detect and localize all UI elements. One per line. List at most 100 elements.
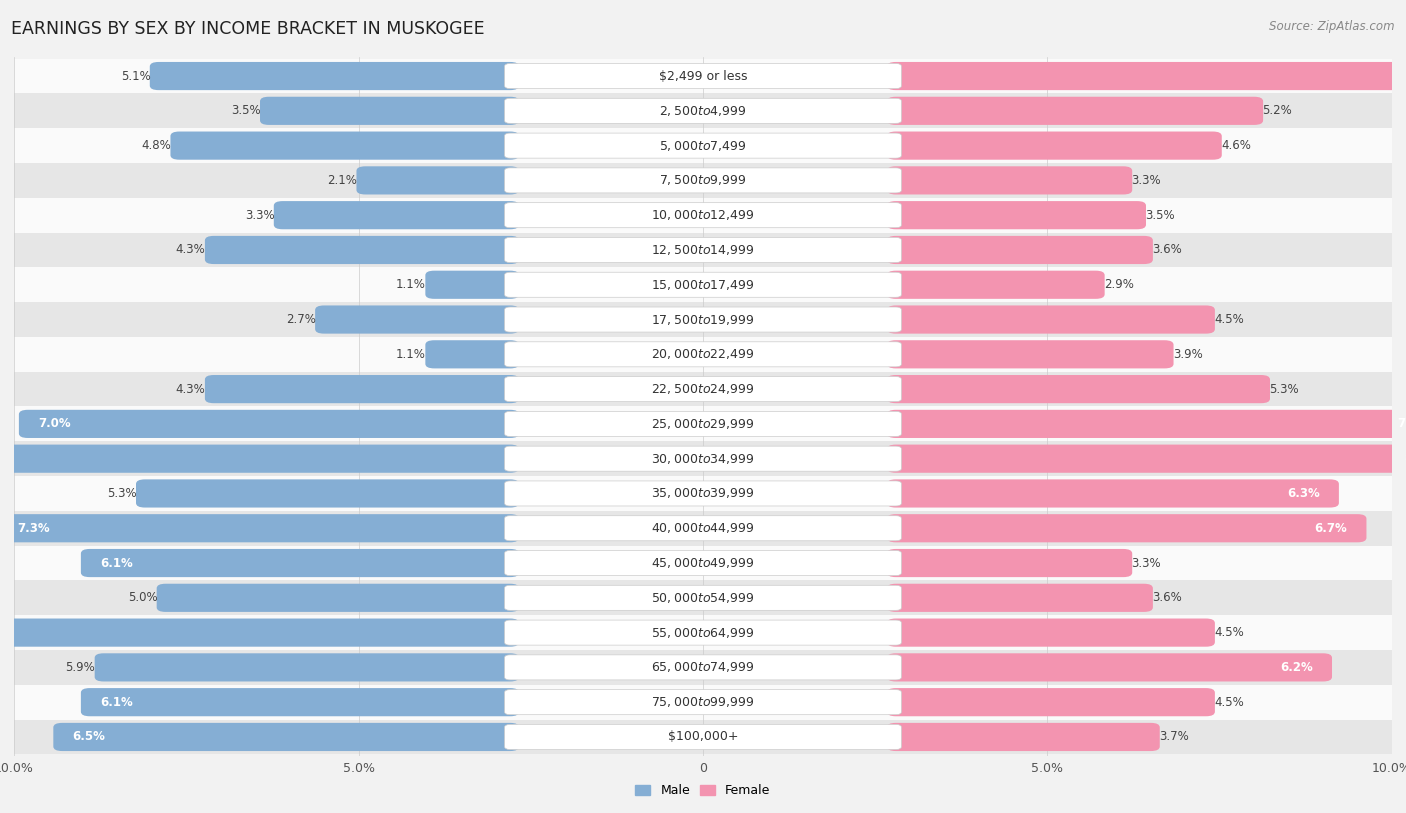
Text: 7.0%: 7.0% xyxy=(38,417,70,430)
Text: 6.1%: 6.1% xyxy=(100,557,134,570)
Text: 3.3%: 3.3% xyxy=(1132,557,1161,570)
Text: 6.7%: 6.7% xyxy=(1315,522,1347,535)
Text: EARNINGS BY SEX BY INCOME BRACKET IN MUSKOGEE: EARNINGS BY SEX BY INCOME BRACKET IN MUS… xyxy=(11,20,485,38)
FancyBboxPatch shape xyxy=(505,550,901,576)
FancyBboxPatch shape xyxy=(887,723,1160,751)
Text: $5,000 to $7,499: $5,000 to $7,499 xyxy=(659,138,747,153)
FancyBboxPatch shape xyxy=(887,584,1153,612)
FancyBboxPatch shape xyxy=(505,272,901,298)
FancyBboxPatch shape xyxy=(14,59,1392,93)
Text: $15,000 to $17,499: $15,000 to $17,499 xyxy=(651,278,755,292)
Text: 3.3%: 3.3% xyxy=(245,209,274,222)
Text: $2,500 to $4,999: $2,500 to $4,999 xyxy=(659,104,747,118)
Text: 6.2%: 6.2% xyxy=(1279,661,1313,674)
FancyBboxPatch shape xyxy=(505,654,901,680)
FancyBboxPatch shape xyxy=(14,546,1392,580)
FancyBboxPatch shape xyxy=(887,201,1146,229)
Text: 5.0%: 5.0% xyxy=(128,591,157,604)
Text: 6.5%: 6.5% xyxy=(73,730,105,743)
Text: 5.2%: 5.2% xyxy=(1263,104,1292,117)
Text: $25,000 to $29,999: $25,000 to $29,999 xyxy=(651,417,755,431)
FancyBboxPatch shape xyxy=(14,233,1392,267)
FancyBboxPatch shape xyxy=(170,132,519,159)
Text: 4.6%: 4.6% xyxy=(1220,139,1251,152)
FancyBboxPatch shape xyxy=(505,411,901,437)
FancyBboxPatch shape xyxy=(14,128,1392,163)
FancyBboxPatch shape xyxy=(14,93,1392,128)
FancyBboxPatch shape xyxy=(426,340,519,368)
FancyBboxPatch shape xyxy=(82,549,519,577)
FancyBboxPatch shape xyxy=(426,271,519,299)
Text: 2.7%: 2.7% xyxy=(285,313,316,326)
Text: Source: ZipAtlas.com: Source: ZipAtlas.com xyxy=(1270,20,1395,33)
FancyBboxPatch shape xyxy=(14,720,1392,754)
FancyBboxPatch shape xyxy=(887,97,1263,125)
FancyBboxPatch shape xyxy=(887,271,1105,299)
Text: $50,000 to $54,999: $50,000 to $54,999 xyxy=(651,591,755,605)
Text: 7.9%: 7.9% xyxy=(1398,417,1406,430)
FancyBboxPatch shape xyxy=(505,689,901,715)
Text: 4.3%: 4.3% xyxy=(176,383,205,396)
Text: 3.5%: 3.5% xyxy=(231,104,260,117)
Text: 5.3%: 5.3% xyxy=(107,487,136,500)
FancyBboxPatch shape xyxy=(94,654,519,681)
FancyBboxPatch shape xyxy=(887,549,1132,577)
Text: 5.1%: 5.1% xyxy=(121,70,150,83)
FancyBboxPatch shape xyxy=(205,236,519,264)
FancyBboxPatch shape xyxy=(156,584,519,612)
FancyBboxPatch shape xyxy=(150,62,519,90)
FancyBboxPatch shape xyxy=(505,620,901,646)
Text: $20,000 to $22,499: $20,000 to $22,499 xyxy=(651,347,755,361)
FancyBboxPatch shape xyxy=(505,724,901,750)
FancyBboxPatch shape xyxy=(505,202,901,228)
FancyBboxPatch shape xyxy=(887,375,1270,403)
FancyBboxPatch shape xyxy=(505,237,901,263)
FancyBboxPatch shape xyxy=(357,167,519,194)
FancyBboxPatch shape xyxy=(0,514,519,542)
Text: 5.3%: 5.3% xyxy=(1270,383,1299,396)
Text: $17,500 to $19,999: $17,500 to $19,999 xyxy=(651,312,755,327)
FancyBboxPatch shape xyxy=(505,133,901,159)
Text: 1.1%: 1.1% xyxy=(396,278,426,291)
FancyBboxPatch shape xyxy=(505,376,901,402)
FancyBboxPatch shape xyxy=(887,132,1222,159)
FancyBboxPatch shape xyxy=(887,167,1132,194)
FancyBboxPatch shape xyxy=(0,619,519,646)
FancyBboxPatch shape xyxy=(505,481,901,506)
FancyBboxPatch shape xyxy=(887,688,1215,716)
Text: 4.5%: 4.5% xyxy=(1215,626,1244,639)
Text: $65,000 to $74,999: $65,000 to $74,999 xyxy=(651,660,755,675)
FancyBboxPatch shape xyxy=(505,167,901,193)
Text: $30,000 to $34,999: $30,000 to $34,999 xyxy=(651,452,755,466)
Text: $2,499 or less: $2,499 or less xyxy=(659,70,747,83)
Text: 8.0%: 8.0% xyxy=(1405,452,1406,465)
Text: $45,000 to $49,999: $45,000 to $49,999 xyxy=(651,556,755,570)
FancyBboxPatch shape xyxy=(260,97,519,125)
FancyBboxPatch shape xyxy=(14,685,1392,720)
FancyBboxPatch shape xyxy=(14,372,1392,406)
FancyBboxPatch shape xyxy=(18,410,519,438)
Text: $55,000 to $64,999: $55,000 to $64,999 xyxy=(651,625,755,640)
Legend: Male, Female: Male, Female xyxy=(630,780,776,802)
FancyBboxPatch shape xyxy=(205,375,519,403)
Text: 3.3%: 3.3% xyxy=(1132,174,1161,187)
FancyBboxPatch shape xyxy=(136,480,519,507)
Text: $22,500 to $24,999: $22,500 to $24,999 xyxy=(651,382,755,396)
Text: 1.1%: 1.1% xyxy=(396,348,426,361)
FancyBboxPatch shape xyxy=(887,480,1339,507)
FancyBboxPatch shape xyxy=(14,267,1392,302)
Text: 3.6%: 3.6% xyxy=(1152,591,1182,604)
FancyBboxPatch shape xyxy=(887,306,1215,333)
FancyBboxPatch shape xyxy=(14,337,1392,372)
FancyBboxPatch shape xyxy=(505,307,901,332)
FancyBboxPatch shape xyxy=(14,476,1392,511)
FancyBboxPatch shape xyxy=(14,163,1392,198)
FancyBboxPatch shape xyxy=(887,340,1174,368)
FancyBboxPatch shape xyxy=(505,585,901,611)
Text: 7.3%: 7.3% xyxy=(17,522,51,535)
Text: $100,000+: $100,000+ xyxy=(668,730,738,743)
FancyBboxPatch shape xyxy=(14,441,1392,476)
FancyBboxPatch shape xyxy=(887,514,1367,542)
FancyBboxPatch shape xyxy=(505,98,901,124)
FancyBboxPatch shape xyxy=(53,723,519,751)
